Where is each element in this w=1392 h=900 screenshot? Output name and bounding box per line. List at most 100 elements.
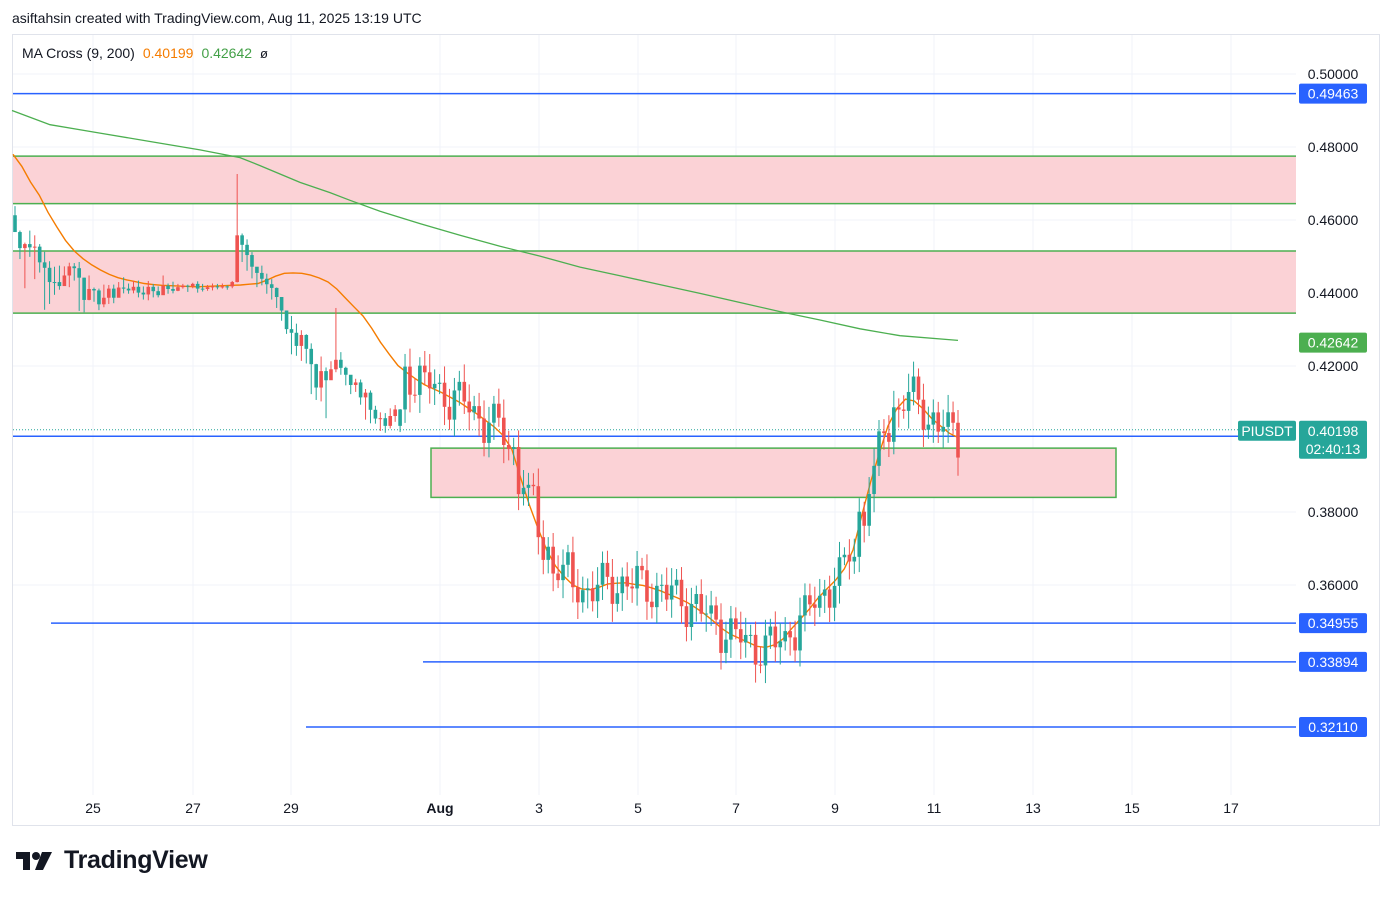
candle-body	[319, 371, 323, 388]
ma-slow-value: 0.42642	[201, 45, 253, 61]
candle-body	[245, 244, 249, 256]
candle-body	[97, 290, 101, 305]
candle-body	[620, 576, 625, 594]
candle-body	[368, 392, 373, 410]
candle-body	[47, 267, 52, 283]
candle-body	[664, 584, 669, 600]
candle-body	[659, 584, 664, 586]
candle-body	[758, 664, 763, 666]
candle-body	[526, 484, 531, 488]
candle-body	[432, 383, 437, 389]
price-tick-label: 0.44000	[1308, 285, 1359, 301]
candle-body	[18, 232, 22, 249]
candle-body	[28, 244, 32, 248]
time-tick-label: 5	[634, 800, 642, 816]
candle-body	[941, 426, 945, 432]
candle-body	[936, 412, 941, 432]
candle-body	[343, 367, 348, 375]
price-tick-label: 0.50000	[1308, 66, 1359, 82]
candle-body	[171, 288, 175, 291]
candle-body	[195, 283, 200, 289]
chart-frame[interactable]	[12, 34, 1380, 826]
candle-body	[541, 537, 546, 560]
candle-body	[650, 601, 654, 608]
indicator-legend[interactable]: MA Cross (9, 200) 0.40199 0.42642 ø	[22, 45, 268, 61]
candle-body	[911, 376, 916, 392]
candle-body	[704, 613, 709, 615]
level-badge: 0.32110	[1308, 719, 1358, 735]
candle-body	[887, 433, 891, 442]
candle-body	[186, 285, 190, 287]
brand-logo: TradingView	[16, 846, 208, 875]
candle-body	[857, 511, 862, 557]
candle-body	[916, 376, 921, 400]
candle-body	[427, 372, 432, 389]
candle-body	[255, 266, 259, 273]
candle-body	[358, 382, 363, 398]
candle-body	[82, 277, 86, 300]
candle-body	[225, 286, 230, 288]
candle-body	[260, 272, 264, 279]
time-tick-label: 3	[535, 800, 543, 816]
candle-body	[827, 589, 832, 608]
candle-body	[77, 268, 81, 278]
chart-credit: asiftahsin created with TradingView.com,…	[12, 10, 422, 26]
candle-body	[422, 365, 427, 373]
price-axis: 0.50000 0.48000 0.46000 0.44000 0.42000 0.380…	[1308, 66, 1359, 593]
candle-body	[37, 246, 42, 263]
candle-body	[566, 552, 570, 565]
indicator-na-icon: ø	[260, 45, 268, 61]
candle-body	[837, 557, 842, 586]
candle-body	[131, 286, 136, 291]
tradingview-logo-icon	[16, 851, 52, 870]
level-badge-bg	[1299, 613, 1367, 634]
candle-body	[748, 634, 753, 636]
candle-body	[605, 562, 610, 577]
candle-body	[388, 416, 393, 426]
time-tick-label: 29	[283, 800, 299, 816]
candle-body	[798, 615, 802, 651]
ma-9-line	[12, 153, 959, 649]
candle-body	[156, 291, 160, 296]
candle-body	[709, 605, 713, 614]
candle-body	[107, 288, 111, 298]
candle-body	[669, 585, 674, 600]
candle-body	[111, 288, 116, 298]
level-badge-bg	[1299, 83, 1367, 104]
candle-body	[714, 605, 718, 620]
price-tick-label: 0.48000	[1308, 139, 1359, 155]
candle-body	[847, 554, 852, 562]
candle-body	[734, 618, 738, 630]
candle-body	[482, 418, 486, 443]
candle-body	[250, 255, 254, 267]
time-tick-label: 11	[927, 800, 942, 816]
candle-body	[141, 292, 146, 295]
candle-body	[521, 487, 526, 495]
candle-body	[655, 585, 659, 608]
ma-slow-badge: 0.42642	[1308, 335, 1359, 351]
candle-body	[418, 365, 422, 395]
candle-body	[284, 310, 289, 330]
candle-body	[497, 403, 501, 418]
candle-body	[176, 287, 180, 291]
candle-body	[610, 576, 615, 604]
candle-body	[506, 444, 511, 450]
candle-body	[882, 431, 886, 434]
candle-body	[269, 284, 274, 288]
candle-body	[783, 631, 787, 642]
candle-body	[600, 562, 605, 585]
candle-body	[393, 409, 397, 417]
candle-body	[126, 288, 131, 291]
candle-body	[536, 486, 541, 538]
level-badge: 0.33894	[1308, 654, 1359, 670]
candle-body	[951, 412, 955, 423]
candle-body	[674, 579, 679, 586]
candle-body	[719, 619, 723, 653]
candle-body	[615, 593, 620, 604]
candle-body	[778, 641, 783, 648]
candle-body	[398, 409, 402, 426]
candle-body	[67, 266, 72, 276]
candle-body	[571, 552, 575, 588]
symbol-label: PIUSDT	[1241, 423, 1293, 439]
